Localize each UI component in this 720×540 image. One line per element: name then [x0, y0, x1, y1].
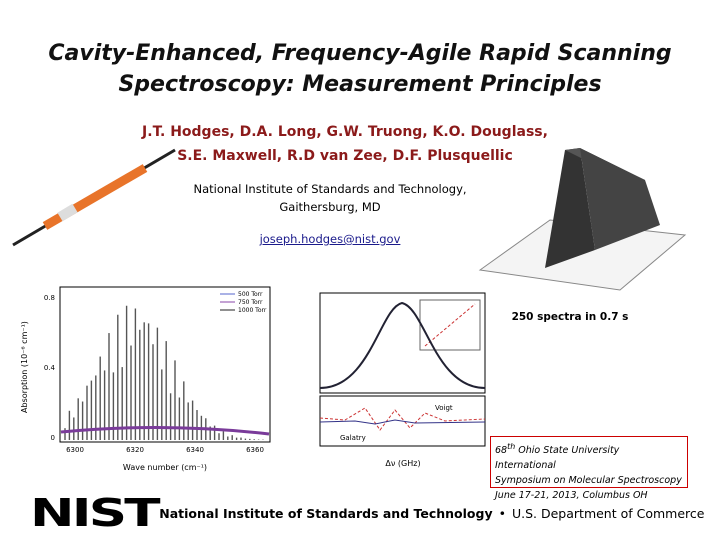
- fiber-label: [57, 203, 78, 222]
- baseline: [60, 425, 270, 436]
- y-tick-label: 0.4: [44, 364, 56, 372]
- affiliation-line: National Institute of Standards and Tech…: [193, 182, 467, 196]
- x-tick-label: 6320: [126, 446, 144, 454]
- fit-curve: [319, 301, 486, 389]
- institute: National Institute of Standards and Tech…: [159, 505, 493, 521]
- conference-suffix: th: [507, 442, 516, 451]
- conference-text: Ohio State University International: [495, 445, 620, 472]
- x-tick-label: 6360: [246, 446, 264, 454]
- residual-voigt: [319, 407, 486, 431]
- authors-line: J.T. Hodges, D.A. Long, G.W. Truong, K.O…: [142, 124, 548, 140]
- fiber-tube: [42, 164, 148, 230]
- conference-line: Symposium on Molecular Spectroscopy: [495, 475, 682, 487]
- title-line: Cavity-Enhanced, Frequency-Agile Rapid S…: [48, 41, 672, 66]
- conference-line: 68th Ohio State University International: [495, 439, 683, 473]
- separator: •: [498, 505, 506, 521]
- title: Cavity-Enhanced, Frequency-Agile Rapid S…: [0, 38, 720, 100]
- conference-number: 68: [495, 445, 508, 457]
- model-label: Voigt: [435, 404, 453, 412]
- conference-box: 68th Ohio State University International…: [490, 436, 688, 501]
- affiliation: National Institute of Standards and Tech…: [160, 180, 500, 216]
- authors-line: S.E. Maxwell, R.D van Zee, D.F. Plusquel…: [177, 148, 513, 164]
- y-axis-label: Absorption (10⁻⁶ cm⁻¹): [20, 321, 29, 413]
- conference-line: June 17-21, 2013, Columbus OH: [495, 490, 648, 502]
- spectrum-plot: Absorption (10⁻⁶ cm⁻¹) Wave number (cm⁻¹…: [20, 286, 271, 472]
- legend-label: 500 Torr: [238, 291, 263, 298]
- authors: J.T. Hodges, D.A. Long, G.W. Truong, K.O…: [120, 120, 570, 168]
- residual-galatry: [319, 419, 486, 425]
- x-axis-label: Wave number (cm⁻¹): [123, 463, 207, 472]
- fiber-image: [12, 148, 176, 247]
- footer: NIST National Institute of Standards and…: [30, 491, 705, 535]
- surface-side: [580, 148, 660, 250]
- inset-line: [424, 303, 476, 347]
- surface-image: [478, 148, 687, 291]
- model-label: Galatry: [340, 434, 366, 442]
- legend-label: 1000 Torr: [238, 307, 267, 314]
- x-axis-label: Δν (GHz): [385, 459, 420, 468]
- title-line: Spectroscopy: Measurement Principles: [118, 72, 602, 97]
- email[interactable]: joseph.hodges@nist.gov: [259, 232, 401, 246]
- y-tick-label: 0: [51, 434, 55, 442]
- department: U.S. Department of Commerce: [511, 505, 705, 521]
- plot-frame: [59, 286, 271, 443]
- x-tick-label: 6340: [186, 446, 204, 454]
- y-tick-label: 0.8: [44, 294, 55, 302]
- x-tick-label: 6300: [66, 446, 84, 454]
- surface-base: [478, 219, 687, 291]
- fit-plot: Voigt Galatry Δν (GHz): [319, 292, 486, 468]
- legend-label: 750 Torr: [238, 299, 263, 306]
- affiliation-line: Gaithersburg, MD: [279, 200, 381, 214]
- nist-logo: NIST: [30, 491, 161, 535]
- surface-caption: 250 spectra in 0.7 s: [511, 311, 629, 323]
- surface-peak: [545, 148, 595, 268]
